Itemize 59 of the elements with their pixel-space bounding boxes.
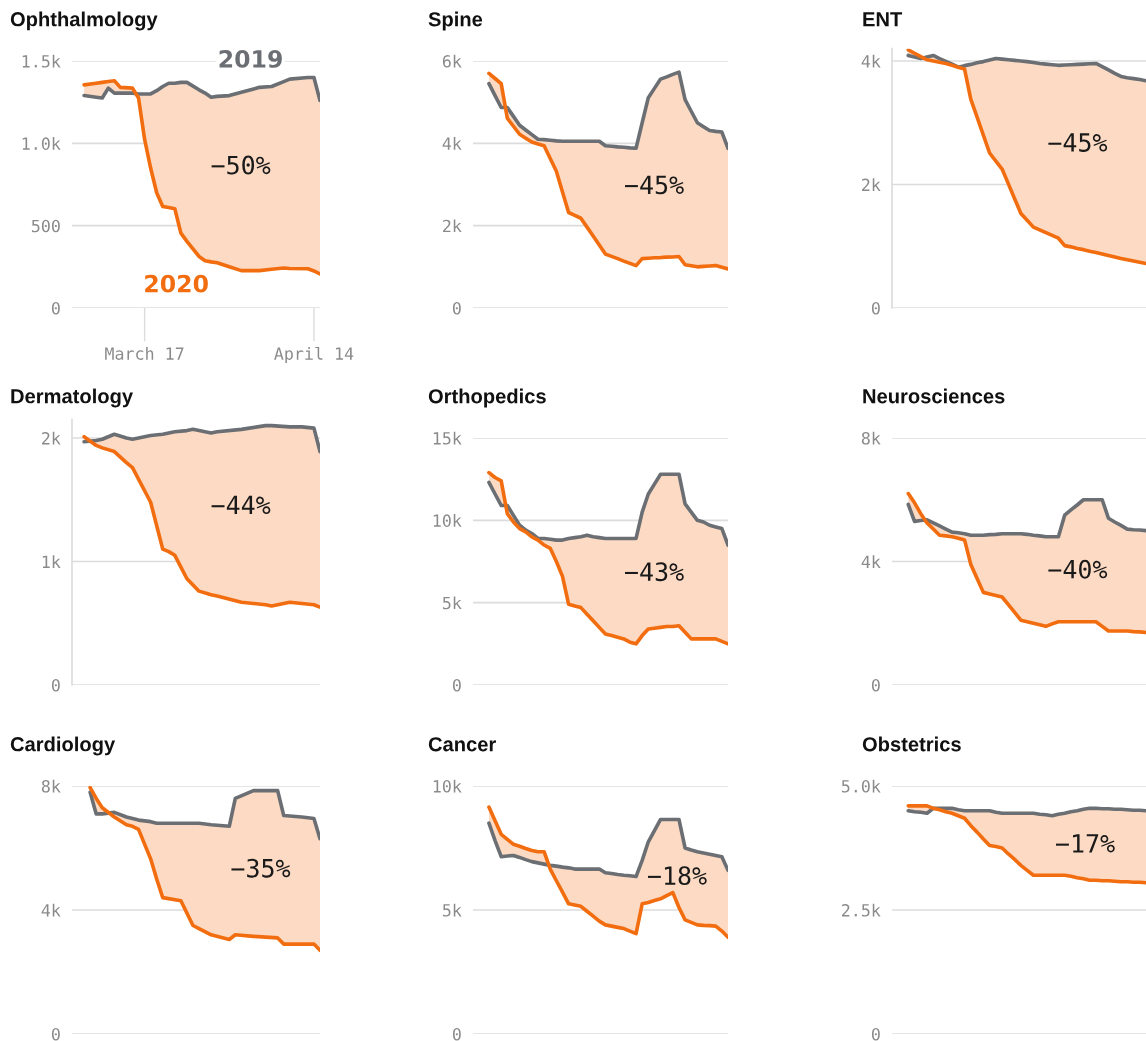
line-series <box>82 75 320 103</box>
y-tick-label: 2k <box>443 219 462 233</box>
y-tick-label: 0 <box>871 679 880 692</box>
chart-title: Obstetrics <box>862 736 961 752</box>
y-tick-label: 5k <box>442 903 462 917</box>
y-tick-label: 1k <box>42 555 61 568</box>
y-tick-label: 10k <box>433 779 462 793</box>
y-tick-label: 8k <box>861 431 881 445</box>
y-tick-label: 2k <box>862 178 881 191</box>
annotation: −43% <box>625 562 684 582</box>
chart-title: Cardiology <box>10 736 116 756</box>
y-tick-label: 0 <box>452 302 461 315</box>
y-tick-label: 0 <box>452 1028 461 1041</box>
y-tick-label: 4k <box>41 903 61 917</box>
y-tick-label: 1.5k <box>22 54 61 68</box>
y-tick-label: 4k <box>861 555 881 568</box>
chart-title: Cancer <box>428 737 496 752</box>
line-series <box>88 788 320 841</box>
x-tick-label: March 17 <box>105 346 184 360</box>
y-tick-label: 8k <box>41 779 61 793</box>
line-series <box>487 472 728 547</box>
y-tick-label: 15k <box>433 431 462 445</box>
y-tick-label: 0 <box>51 679 60 692</box>
series-label: 2020 <box>145 274 208 293</box>
y-tick-label: 1.0k <box>22 137 61 150</box>
y-tick-label: 4k <box>861 54 881 68</box>
annotation: −45% <box>1048 133 1108 152</box>
y-tick-label: 5.0k <box>841 779 881 793</box>
line-series <box>82 423 320 454</box>
chart-title: Spine <box>428 11 483 31</box>
y-tick-label: 2k <box>42 431 61 445</box>
y-tick-label: 0 <box>51 1028 60 1041</box>
annotation: −45% <box>625 175 684 195</box>
y-tick-label: 2.5k <box>841 903 881 917</box>
x-tick-label: April 14 <box>274 346 354 364</box>
line-series <box>487 70 728 151</box>
series-label: 2019 <box>219 49 282 68</box>
chart-title: ENT <box>863 12 903 27</box>
annotation: −50% <box>211 155 271 175</box>
annotation: −35% <box>231 858 291 878</box>
chart-title: Dermatology <box>11 388 133 408</box>
y-tick-label: 0 <box>871 1028 880 1041</box>
line-series <box>906 53 1146 83</box>
chart-title: Neurosciences <box>863 388 1005 404</box>
y-tick-label: 0 <box>871 302 880 315</box>
y-tick-label: 6k <box>442 54 462 68</box>
annotation: −17% <box>1056 834 1115 853</box>
annotation: −44% <box>211 495 271 515</box>
chart-title: Orthopedics <box>428 388 546 408</box>
chart-title: Ophthalmology <box>10 11 158 31</box>
line-series <box>906 497 1146 539</box>
y-tick-label: 4k <box>442 137 462 150</box>
y-tick-label: 500 <box>31 219 60 233</box>
annotation: −40% <box>1048 559 1108 579</box>
y-tick-label: 0 <box>452 679 461 692</box>
y-tick-label: 0 <box>51 302 60 315</box>
y-tick-label: 5k <box>442 596 462 610</box>
line-series <box>906 806 1146 818</box>
y-tick-label: 10k <box>433 514 462 527</box>
